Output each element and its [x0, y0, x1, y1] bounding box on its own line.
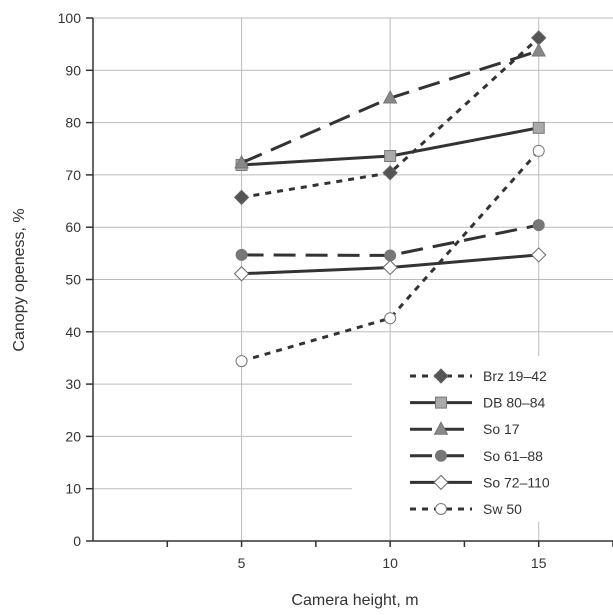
legend-label: Sw 50 [483, 501, 522, 517]
legend: Brz 19–42 DB 80–84 So 17 So 61–88 So 72–110 S… [395, 356, 605, 522]
data-point [233, 189, 250, 206]
legend-box [395, 356, 605, 522]
legend-marker [435, 396, 447, 409]
legend-entry: So 72–110 [410, 474, 550, 490]
y-axis-label: Canopy openess, % [11, 208, 28, 351]
x-tick-label: 10 [382, 555, 398, 571]
series-3 [235, 219, 545, 262]
legend-label: So 17 [483, 421, 520, 437]
y-tick-label: 90 [65, 62, 81, 78]
data-point [382, 165, 398, 181]
data-point [531, 247, 547, 263]
ticks: 0 10 20 30 40 50 60 70 80 90 100 5 10 15 [58, 10, 613, 571]
data-point [234, 154, 249, 169]
y-tick-label: 60 [65, 219, 81, 235]
y-tick-label: 80 [65, 115, 81, 131]
series-line [241, 36, 540, 199]
legend-label: Brz 19–42 [483, 368, 547, 384]
y-tick-label: 30 [65, 376, 81, 392]
legend-entry: Brz 19–42 [410, 368, 547, 384]
data-point [384, 150, 397, 163]
data-point [235, 248, 248, 261]
data-point [531, 30, 547, 46]
series-2 [234, 42, 547, 169]
data-point [532, 121, 545, 134]
y-tick-label: 10 [65, 481, 81, 497]
data-point [382, 259, 398, 276]
x-tick-label: 15 [531, 555, 547, 571]
data-point [235, 355, 248, 368]
data-point [532, 144, 545, 157]
data-point [531, 42, 547, 57]
legend-label: So 72–110 [483, 474, 550, 490]
data-point [532, 219, 545, 232]
y-tick-label: 0 [73, 533, 81, 549]
y-tick-label: 100 [58, 10, 82, 26]
legend-label: DB 80–84 [483, 395, 545, 411]
data-point [384, 249, 397, 262]
y-tick-label: 40 [65, 324, 81, 340]
legend-entry: So 61–88 [410, 448, 543, 464]
legend-entry: Sw 50 [410, 501, 522, 517]
x-axis-label: Camera height, m [291, 592, 418, 609]
legend-marker [433, 368, 449, 384]
y-tick-label: 50 [65, 272, 81, 288]
legend-entry: DB 80–84 [410, 395, 545, 411]
data-point [384, 312, 397, 325]
data-point [382, 89, 398, 104]
legend-marker [435, 503, 447, 515]
series-0 [233, 30, 547, 206]
series-4 [233, 247, 547, 282]
y-tick-label: 70 [65, 167, 81, 183]
legend-label: So 61–88 [483, 448, 543, 464]
x-tick-label: 5 [238, 555, 246, 571]
series [233, 30, 547, 368]
legend-marker [433, 421, 449, 435]
legend-marker [433, 474, 449, 491]
y-tick-label: 20 [65, 428, 81, 444]
series-line [241, 149, 540, 363]
legend-marker [435, 449, 447, 462]
data-point [233, 266, 250, 282]
legend-entry: So 17 [410, 421, 520, 437]
series-5 [235, 144, 545, 368]
